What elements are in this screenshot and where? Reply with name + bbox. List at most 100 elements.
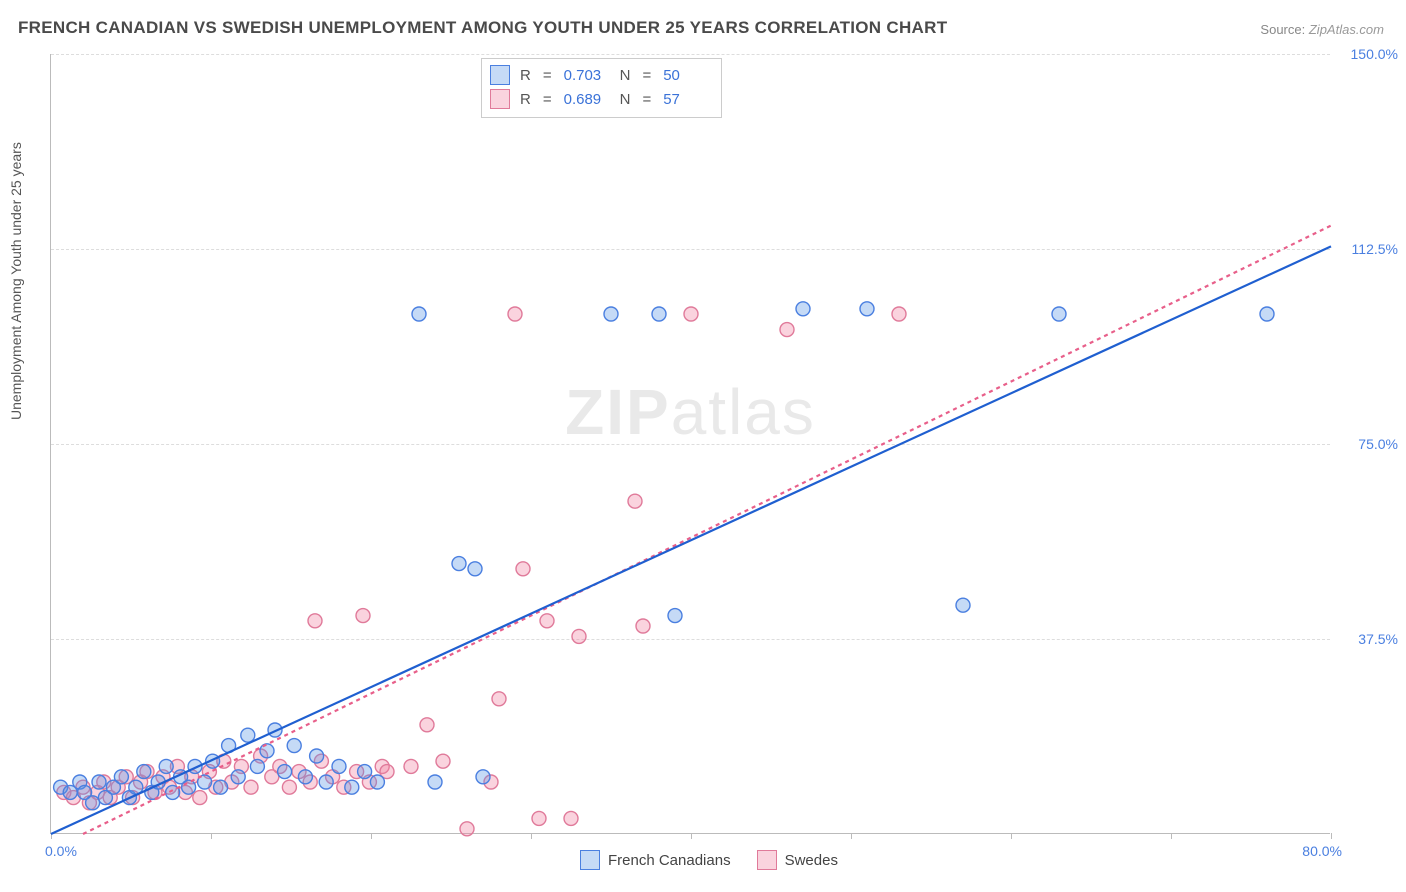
data-point-fc [956, 598, 970, 612]
y-tick-label: 37.5% [1338, 631, 1398, 647]
data-point-fc [796, 302, 810, 316]
data-point-fc [332, 759, 346, 773]
data-point-fc [319, 775, 333, 789]
source-attribution: Source: ZipAtlas.com [1260, 22, 1384, 37]
data-point-fc [214, 780, 228, 794]
y-tick-label: 75.0% [1338, 436, 1398, 452]
data-point-sw [516, 562, 530, 576]
series-legend-sw: Swedes [757, 850, 838, 870]
legend-r-label: R [520, 67, 531, 84]
y-tick-label: 112.5% [1338, 241, 1398, 257]
legend-r-fc: 0.703 [564, 67, 610, 84]
data-point-fc [159, 759, 173, 773]
legend-swatch-fc [490, 65, 510, 85]
data-point-sw [628, 494, 642, 508]
data-point-fc [452, 557, 466, 571]
legend-eq: = [640, 67, 653, 84]
scatter-plot-svg [51, 54, 1330, 833]
data-point-fc [860, 302, 874, 316]
data-point-fc [345, 780, 359, 794]
legend-eq: = [541, 67, 554, 84]
legend-n-sw: 57 [663, 91, 709, 108]
data-point-sw [244, 780, 258, 794]
x-axis-min-label: 0.0% [45, 843, 77, 859]
legend-n-fc: 50 [663, 67, 709, 84]
data-point-fc [1052, 307, 1066, 321]
data-point-sw [193, 791, 207, 805]
data-point-sw [356, 609, 370, 623]
series-label-sw: Swedes [785, 852, 838, 869]
x-tick [531, 833, 532, 839]
data-point-sw [564, 811, 578, 825]
data-point-sw [508, 307, 522, 321]
data-point-sw [404, 759, 418, 773]
data-point-sw [282, 780, 296, 794]
y-tick-label: 150.0% [1338, 46, 1398, 62]
x-tick [1331, 833, 1332, 839]
x-tick [211, 833, 212, 839]
trendline-sw [83, 226, 1331, 834]
legend-row-fc: R = 0.703 N = 50 [490, 63, 709, 87]
data-point-fc [668, 609, 682, 623]
data-point-fc [370, 775, 384, 789]
x-tick [1011, 833, 1012, 839]
data-point-fc [298, 770, 312, 784]
y-axis-label: Unemployment Among Youth under 25 years [8, 142, 24, 420]
data-point-sw [436, 754, 450, 768]
data-point-fc [231, 770, 245, 784]
data-point-fc [86, 796, 100, 810]
data-point-fc [137, 765, 151, 779]
data-point-sw [780, 323, 794, 337]
data-point-sw [460, 822, 474, 836]
legend-row-sw: R = 0.689 N = 57 [490, 87, 709, 111]
data-point-sw [684, 307, 698, 321]
legend-n-label: N [620, 67, 631, 84]
data-point-fc [250, 759, 264, 773]
legend-r-sw: 0.689 [564, 91, 610, 108]
legend-n-label: N [620, 91, 631, 108]
data-point-sw [540, 614, 554, 628]
x-tick [371, 833, 372, 839]
x-tick [1171, 833, 1172, 839]
data-point-fc [1260, 307, 1274, 321]
data-point-fc [468, 562, 482, 576]
chart-title: FRENCH CANADIAN VS SWEDISH UNEMPLOYMENT … [18, 18, 947, 38]
data-point-fc [476, 770, 490, 784]
source-label: Source: [1260, 22, 1305, 37]
legend-r-label: R [520, 91, 531, 108]
data-point-sw [572, 629, 586, 643]
data-point-fc [604, 307, 618, 321]
data-point-sw [636, 619, 650, 633]
legend-eq: = [640, 91, 653, 108]
series-legend: French Canadians Swedes [580, 850, 838, 870]
data-point-sw [420, 718, 434, 732]
data-point-sw [532, 811, 546, 825]
data-point-fc [428, 775, 442, 789]
data-point-fc [287, 739, 301, 753]
data-point-fc [241, 728, 255, 742]
series-swatch-sw [757, 850, 777, 870]
plot-area: ZIPatlas 37.5%75.0%112.5%150.0% 0.0% 80.… [50, 54, 1330, 834]
source-value: ZipAtlas.com [1309, 22, 1384, 37]
x-tick [851, 833, 852, 839]
data-point-fc [652, 307, 666, 321]
correlation-legend: R = 0.703 N = 50 R = 0.689 N = 57 [481, 58, 722, 118]
legend-eq: = [541, 91, 554, 108]
data-point-fc [278, 765, 292, 779]
data-point-sw [308, 614, 322, 628]
data-point-sw [892, 307, 906, 321]
data-point-fc [310, 749, 324, 763]
x-axis-max-label: 80.0% [1302, 843, 1342, 859]
data-point-fc [412, 307, 426, 321]
data-point-fc [92, 775, 106, 789]
data-point-sw [492, 692, 506, 706]
trendline-fc [51, 246, 1331, 834]
series-legend-fc: French Canadians [580, 850, 731, 870]
series-label-fc: French Canadians [608, 852, 731, 869]
series-swatch-fc [580, 850, 600, 870]
legend-swatch-sw [490, 89, 510, 109]
data-point-fc [114, 770, 128, 784]
data-point-fc [358, 765, 372, 779]
data-point-fc [182, 780, 196, 794]
x-tick [691, 833, 692, 839]
